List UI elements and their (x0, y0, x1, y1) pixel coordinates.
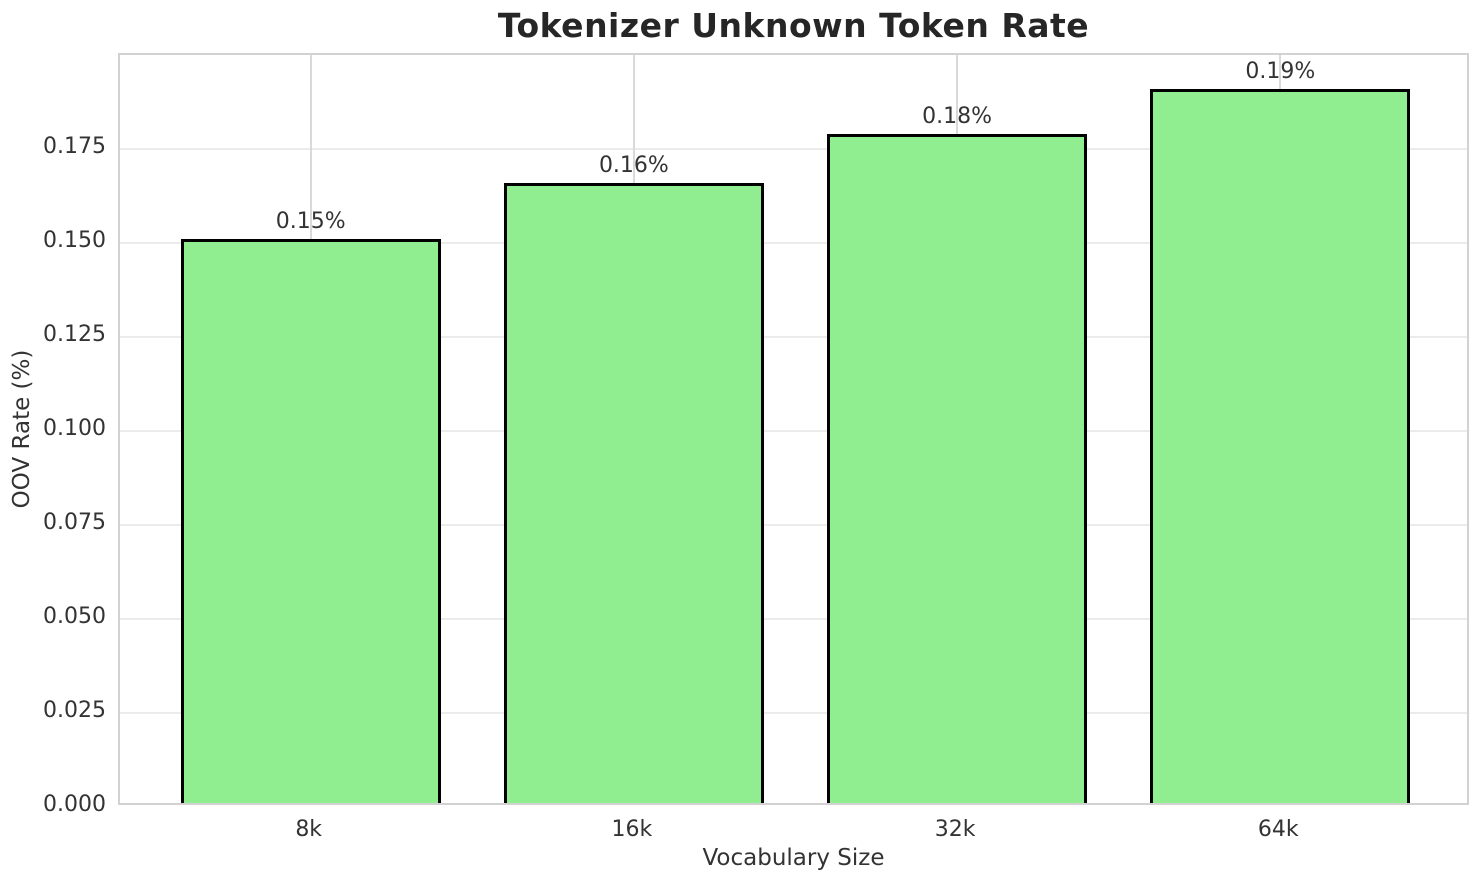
gridline-horizontal (120, 148, 1467, 150)
x-tick-label: 64k (1257, 817, 1299, 842)
bar-16k (503, 182, 764, 803)
gridline-horizontal (120, 242, 1467, 244)
y-tick-label: 0.025 (43, 698, 106, 723)
y-tick-label: 0.000 (43, 792, 106, 817)
x-tick-label: 16k (611, 817, 653, 842)
y-tick-label: 0.150 (43, 228, 106, 253)
bar-value-label: 0.19% (1245, 58, 1316, 84)
y-axis-label: OOV Rate (%) (9, 349, 35, 509)
y-tick-label: 0.050 (43, 604, 106, 629)
gridline-horizontal (120, 430, 1467, 432)
bar-value-label: 0.16% (598, 152, 669, 178)
gridline-horizontal (120, 524, 1467, 526)
bar-32k (827, 133, 1088, 803)
bar-value-label: 0.18% (922, 103, 993, 129)
bar-64k (1150, 88, 1411, 803)
x-axis-label: Vocabulary Size (702, 845, 885, 871)
y-tick-label: 0.075 (43, 510, 106, 535)
gridline-horizontal (120, 618, 1467, 620)
x-tick-label: 32k (934, 817, 976, 842)
plot-area: 0.15% 0.16% 0.18% 0.19% (118, 53, 1469, 805)
x-tick-label: 8k (295, 817, 323, 842)
y-tick-label: 0.100 (43, 416, 106, 441)
gridline-horizontal (120, 336, 1467, 338)
chart-title: Tokenizer Unknown Token Rate (497, 6, 1090, 45)
bar-value-label: 0.15% (275, 209, 346, 234)
y-tick-label: 0.175 (43, 134, 106, 159)
bar-8k (180, 239, 441, 803)
y-tick-label: 0.125 (43, 322, 106, 347)
gridline-horizontal (120, 712, 1467, 714)
